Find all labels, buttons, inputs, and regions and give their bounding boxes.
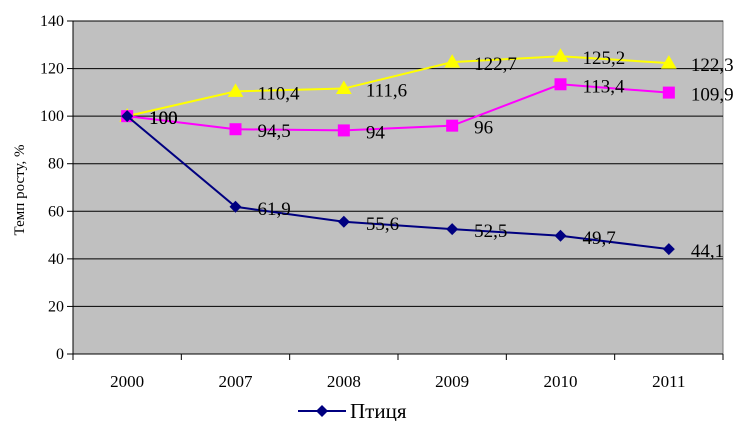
series-1-point	[444, 54, 461, 68]
series-3-point	[446, 223, 459, 236]
x-tick-label: 2008	[327, 372, 361, 391]
data-label: 113,4	[583, 76, 626, 97]
data-label: 49,7	[583, 228, 616, 249]
plot-area	[72, 20, 724, 355]
series-2-point	[229, 123, 242, 136]
data-label: 122,7	[474, 54, 517, 75]
y-tick-label: 40	[48, 251, 64, 268]
series-3-point	[229, 200, 242, 213]
data-label: 125,2	[583, 48, 626, 69]
data-label: 111,6	[366, 81, 407, 102]
y-tick-label: 140	[40, 13, 64, 30]
series-2-line	[127, 83, 669, 132]
x-tick-label: 2011	[652, 372, 685, 391]
series-2-point	[662, 86, 675, 99]
series-1-point	[227, 83, 244, 97]
y-tick-label: 120	[40, 61, 64, 78]
series-3-line	[126, 115, 669, 251]
series-1-point	[335, 80, 352, 95]
data-label: 44,1	[691, 241, 724, 262]
series-2-point	[446, 119, 459, 132]
series-1-line	[126, 55, 669, 118]
data-label: 110,4	[258, 83, 301, 104]
y-tick-label: 80	[48, 156, 64, 173]
series-1-point	[552, 48, 569, 62]
legend-marker	[316, 405, 328, 417]
series-3-point	[337, 215, 350, 228]
data-label: 61,9	[258, 199, 291, 220]
data-label: 52,5	[474, 221, 507, 242]
y-axis-label: Темп росту, %	[12, 145, 28, 236]
data-label: 94,5	[258, 121, 291, 142]
series-3-point	[554, 229, 567, 242]
series-2-point	[554, 78, 567, 91]
data-label: 109,9	[691, 85, 734, 106]
legend: Птиця	[298, 399, 407, 421]
series-2-point	[337, 124, 350, 137]
data-label: 94	[366, 122, 386, 143]
data-label: 100	[149, 108, 178, 129]
legend-label: Птиця	[350, 399, 407, 421]
y-tick-label: 100	[40, 108, 64, 125]
x-tick-label: 2000	[110, 372, 144, 391]
x-tick-label: 2007	[219, 372, 254, 391]
series-3-point	[662, 243, 675, 256]
data-label: 100	[149, 108, 178, 129]
y-tick-label: 20	[48, 298, 64, 315]
x-tick-label: 2010	[544, 372, 578, 391]
data-label: 122,3	[691, 55, 734, 76]
series-3-point	[121, 110, 134, 123]
series-1-point	[660, 55, 677, 69]
y-tick-label: 0	[56, 346, 64, 363]
data-label: 55,6	[366, 214, 399, 235]
data-label: 100	[149, 108, 178, 129]
x-tick-label: 2009	[435, 372, 469, 391]
y-tick-label: 60	[48, 203, 64, 220]
data-label: 96	[474, 118, 493, 139]
